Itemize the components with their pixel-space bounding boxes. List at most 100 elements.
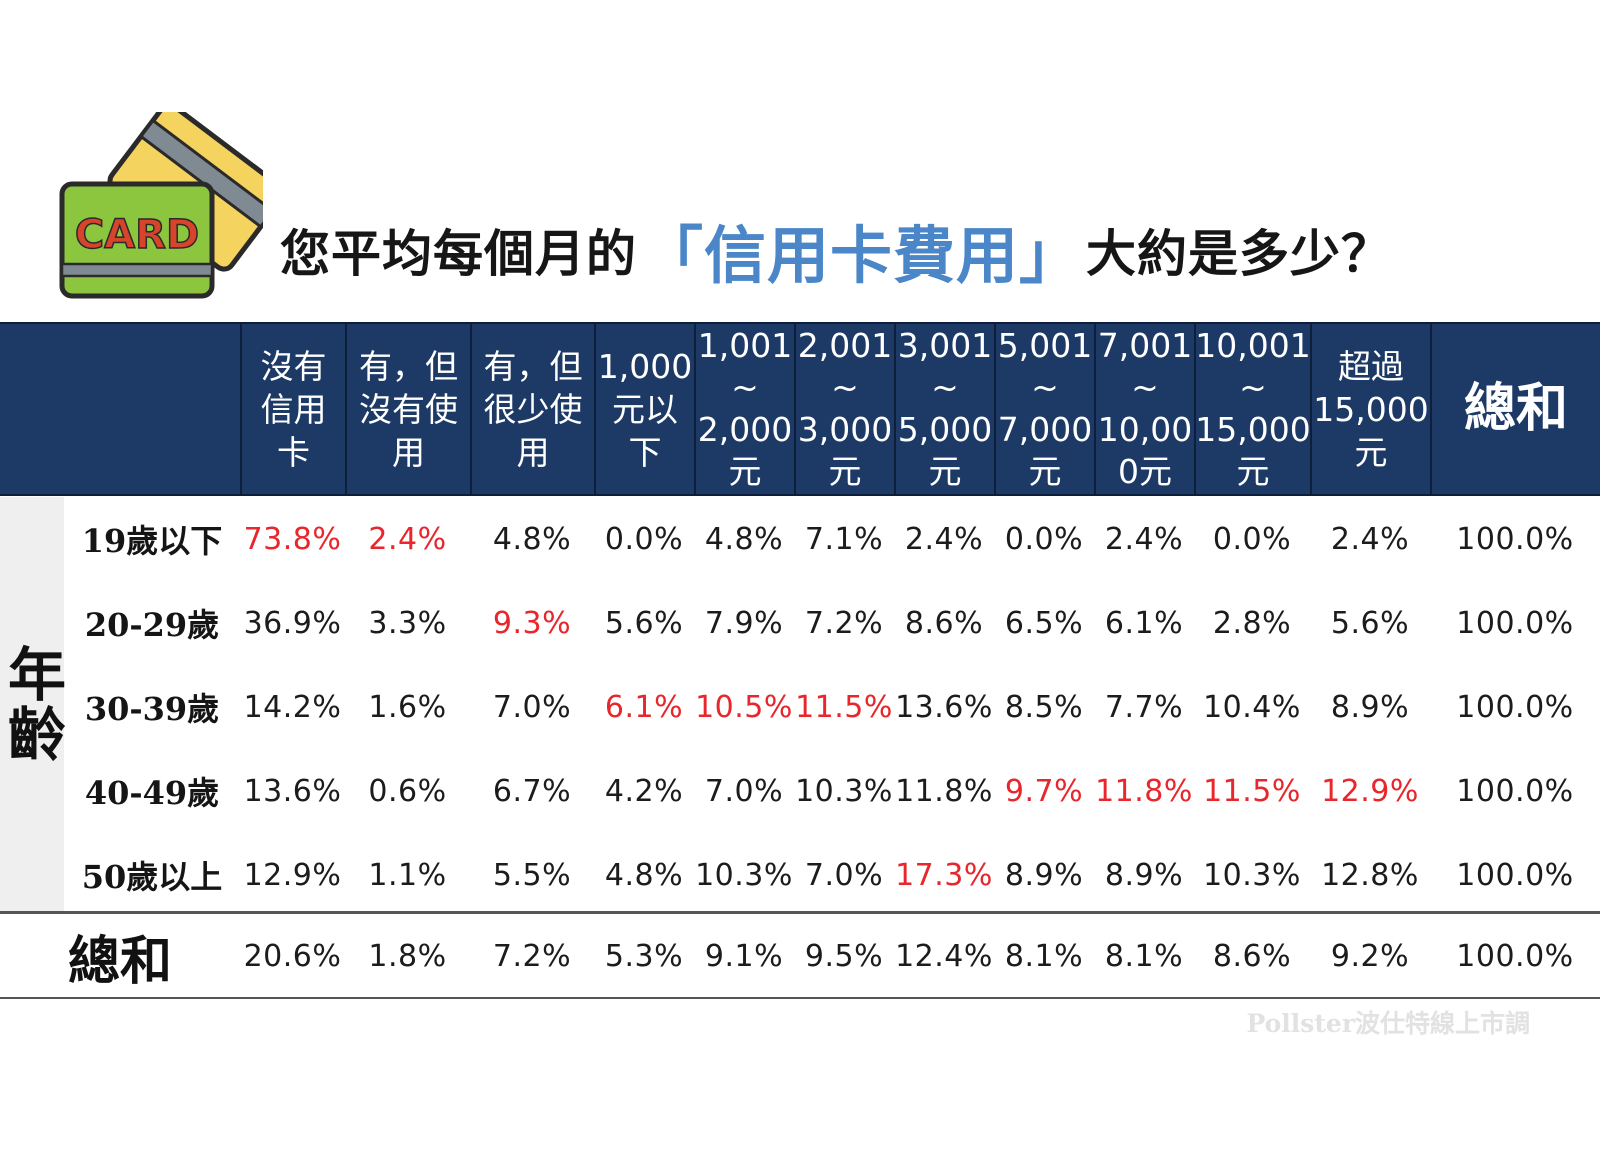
total-cell: 12.4% — [895, 938, 993, 974]
table-cell: 2.4% — [368, 521, 447, 557]
table-cell: 4.2% — [604, 773, 684, 809]
table-cell: 6.1% — [1104, 605, 1184, 641]
total-rule-top — [0, 911, 1600, 914]
column-header-4: 1,001 ~ 2,000 元 — [694, 322, 794, 496]
column-header-9: 10,001 ~ 15,000 元 — [1194, 322, 1311, 496]
column-header-label: 2,001 ~ 3,000 元 — [797, 326, 893, 491]
table-cell: 2.4% — [1104, 521, 1184, 557]
column-header-label: 5,001 ~ 7,000 元 — [997, 326, 1093, 491]
column-header-label: 總和 — [1463, 379, 1568, 439]
column-header-8: 7,001 ~ 10,00 0元 — [1094, 322, 1194, 496]
table-cell: 2.4% — [1330, 521, 1410, 557]
table-cell: 5.5% — [492, 857, 572, 893]
column-header-11: 總和 — [1430, 322, 1600, 496]
column-header-label: 有，但 很少使 用 — [483, 346, 583, 472]
page-title: 您平均每個月的 「信用卡費用」 大約是多少？ — [280, 205, 1392, 295]
row-group-label-band: 年齡 — [0, 497, 66, 911]
table-cell: 11.8% — [1095, 773, 1193, 809]
table-cell: 13.6% — [895, 689, 993, 725]
table-cell: 12.9% — [1321, 773, 1419, 809]
table-cell: 7.0% — [492, 689, 572, 725]
table-cell: 9.3% — [492, 605, 572, 641]
table-cell: 36.9% — [243, 605, 342, 641]
table-cell: 11.8% — [895, 773, 993, 809]
column-header-6: 3,001 ~ 5,000 元 — [894, 322, 994, 496]
total-cell: 5.3% — [604, 938, 684, 974]
table-cell: 6.5% — [1004, 605, 1084, 641]
table-cell: 10.4% — [1203, 689, 1301, 725]
total-cell: 7.2% — [492, 938, 572, 974]
table-header-band — [0, 322, 1600, 496]
table-cell: 6.7% — [492, 773, 572, 809]
row-label: 50歲以上 — [81, 858, 223, 896]
table-cell: 17.3% — [895, 857, 993, 893]
table-cell: 8.6% — [904, 605, 984, 641]
table-cell: 4.8% — [604, 857, 684, 893]
table-cell: 8.9% — [1104, 857, 1184, 893]
total-row-label: 總和 — [67, 931, 172, 992]
table-cell: 13.6% — [243, 773, 342, 809]
column-header-label: 超過 15,000 元 — [1313, 346, 1429, 472]
column-header-label: 1,001 ~ 2,000 元 — [697, 326, 793, 491]
table-cell: 100.0% — [1456, 689, 1574, 725]
table-cell: 100.0% — [1456, 773, 1574, 809]
total-cell: 9.1% — [704, 938, 784, 974]
column-header-label: 10,001 ~ 15,000 元 — [1195, 326, 1311, 491]
table-cell: 5.6% — [604, 605, 684, 641]
column-header-label: 3,001 ~ 5,000 元 — [897, 326, 993, 491]
column-header-label: 沒有 信用 卡 — [260, 346, 327, 472]
table-cell: 4.8% — [704, 521, 784, 557]
row-group-label: 年齡 — [0, 644, 66, 764]
table-cell: 1.1% — [368, 857, 447, 893]
table-cell: 3.3% — [368, 605, 447, 641]
table-cell: 11.5% — [1203, 773, 1301, 809]
row-label: 19歲以下 — [81, 522, 223, 560]
table-cell: 7.7% — [1104, 689, 1184, 725]
column-header-label: 7,001 ~ 10,00 0元 — [1097, 326, 1193, 491]
table-cell: 10.3% — [795, 773, 893, 809]
total-cell: 1.8% — [368, 938, 447, 974]
table-cell: 10.3% — [695, 857, 793, 893]
table-cell: 12.9% — [243, 857, 342, 893]
table-cell: 10.5% — [695, 689, 793, 725]
column-header-0: 沒有 信用 卡 — [240, 322, 345, 496]
table-cell: 0.0% — [604, 521, 684, 557]
table-cell: 0.6% — [368, 773, 447, 809]
table-cell: 100.0% — [1456, 605, 1574, 641]
card-label: CARD — [75, 212, 199, 258]
total-rule-bottom — [0, 997, 1600, 999]
table-cell: 0.0% — [1212, 521, 1292, 557]
table-cell: 10.3% — [1203, 857, 1301, 893]
column-header-label: 1,000 元以 下 — [597, 346, 693, 472]
table-cell: 1.6% — [368, 689, 447, 725]
column-header-3: 1,000 元以 下 — [594, 322, 694, 496]
table-cell: 7.1% — [804, 521, 884, 557]
table-cell: 7.2% — [804, 605, 884, 641]
column-header-5: 2,001 ~ 3,000 元 — [794, 322, 894, 496]
table-cell: 7.9% — [704, 605, 784, 641]
total-cell: 9.5% — [804, 938, 884, 974]
total-cell: 100.0% — [1456, 938, 1574, 974]
table-cell: 11.5% — [795, 689, 893, 725]
table-cell: 8.9% — [1004, 857, 1084, 893]
table-cell: 4.8% — [492, 521, 572, 557]
column-header-label: 有，但 沒有使 用 — [359, 346, 458, 472]
column-header-2: 有，但 很少使 用 — [470, 322, 594, 496]
table-cell: 73.8% — [243, 521, 342, 557]
credit-card-icon: CARD — [59, 112, 263, 299]
title-before: 您平均每個月的 — [280, 225, 637, 283]
total-cell: 20.6% — [243, 938, 342, 974]
total-cell: 8.1% — [1004, 938, 1084, 974]
table-cell: 7.0% — [704, 773, 784, 809]
table-cell: 100.0% — [1456, 521, 1574, 557]
table-cell: 2.4% — [904, 521, 984, 557]
table-cell: 5.6% — [1330, 605, 1410, 641]
table-cell: 6.1% — [604, 689, 684, 725]
row-label: 40-49歲 — [84, 774, 220, 812]
row-label: 30-39歲 — [84, 690, 220, 728]
table-cell: 12.8% — [1321, 857, 1419, 893]
title-highlight: 「信用卡費用」 — [641, 219, 1083, 292]
title-after: 大約是多少？ — [1086, 225, 1393, 283]
table-cell: 2.8% — [1212, 605, 1292, 641]
table-cell: 14.2% — [243, 689, 342, 725]
